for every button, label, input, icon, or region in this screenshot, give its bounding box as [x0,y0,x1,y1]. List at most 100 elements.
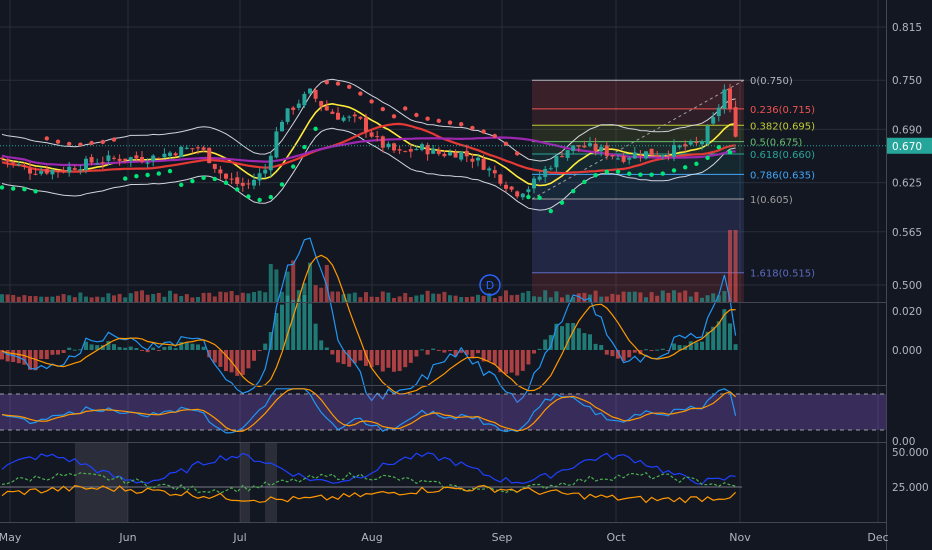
macd-histogram-bar [610,350,615,357]
macd-histogram-bar [257,350,262,352]
macd-histogram-bar [324,347,329,350]
candle-body [16,164,21,166]
sar-dot [257,197,262,203]
macd-histogram-bar [588,334,592,350]
volume-bar [28,295,32,302]
macd-histogram-bar [78,349,83,351]
sar-dot [33,189,38,194]
fib-level-label: 0(0.750) [750,76,793,87]
candle-body [207,147,212,164]
candle-body [218,169,223,174]
volume-bar [666,292,671,302]
macd-histogram-bar [425,350,430,355]
macd-histogram-bar [151,347,156,350]
volume-bar [274,269,279,302]
fib-zone [532,125,744,142]
volume-bar [672,290,676,302]
volume-bar [576,293,581,302]
volume-bar [123,297,128,302]
macd-histogram-bar [67,347,72,350]
candle-body [425,144,430,155]
volume-bar [56,295,60,302]
volume-bar [722,291,727,302]
adx-plus-di-line [1,452,736,485]
volume-bar [481,295,486,302]
macd-histogram-bar [616,350,620,359]
macd-histogram-bar [571,322,576,350]
volume-bar [386,292,391,302]
macd-line [1,237,737,404]
sar-dot [134,173,139,179]
candle-body [688,141,693,145]
time-axis[interactable]: May Jun Jul Aug Sep Oct Nov Dec [0,523,889,550]
candle-body [347,116,352,118]
sar-dot [223,180,229,186]
macd-histogram-bar [16,350,21,364]
fib-level-label: 0.236(0.715) [750,105,815,116]
price-tick-label: 0.750 [892,75,922,87]
candle-body [431,148,436,154]
dividend-marker[interactable]: D [479,274,501,296]
candle-body [22,165,27,167]
macd-histogram-bar [285,295,290,350]
sar-dot [156,171,161,176]
volume-bar [526,291,531,302]
macd-histogram-bar [162,346,167,350]
volume-bar [397,296,402,302]
volume-bar [470,296,475,302]
candle-body [649,148,654,156]
macd-histogram-bar [296,298,301,350]
volume-bar [498,296,503,302]
candle-body [5,158,10,162]
candle-body [593,143,598,151]
candle-body [632,152,637,159]
macd-histogram-bar [649,350,654,351]
candle-body [537,176,542,180]
macd-histogram-bar [319,340,324,350]
volume-bar [358,297,363,302]
macd-histogram-bar [515,350,520,376]
sar-dot [22,187,27,192]
sar-dot [638,172,643,177]
candle-body [716,107,721,117]
macd-histogram-bar [386,350,391,368]
candle-body [711,117,716,124]
volume-bar [207,292,212,302]
candle-body [173,153,178,156]
sar-dot [727,150,733,155]
candle-body [515,191,520,197]
candle-body [481,158,486,170]
macd-histogram-bar [420,349,424,351]
candle-body [50,169,55,175]
macd-histogram-bar [554,323,559,350]
candle-body [352,114,357,117]
sar-dot [627,171,632,176]
fib-zone [532,199,744,273]
macd-pane[interactable] [0,237,738,404]
price-tick-label: 0.500 [892,280,922,292]
rsi-pane[interactable] [0,388,886,434]
volume-bar [403,293,408,302]
sar-dot [179,182,184,187]
sar-dot [190,178,195,184]
sar-dot [391,114,397,119]
price-candles[interactable] [0,83,738,200]
macd-histogram-bar [593,343,598,350]
volume-bar [711,293,716,302]
volume-bar [224,292,228,302]
adx-pane[interactable] [0,443,742,522]
candle-body [459,151,464,160]
sar-dot [0,185,5,190]
volume-bar [425,290,430,302]
candle-body [33,173,38,175]
volume-bar [0,294,4,302]
macd-histogram-bar [33,350,38,371]
macd-histogram-bar [481,350,486,362]
fib-level-label: 0.382(0.695) [750,121,815,132]
sar-dot [167,168,173,174]
candle-body [201,147,206,150]
volume-bar [554,291,559,302]
